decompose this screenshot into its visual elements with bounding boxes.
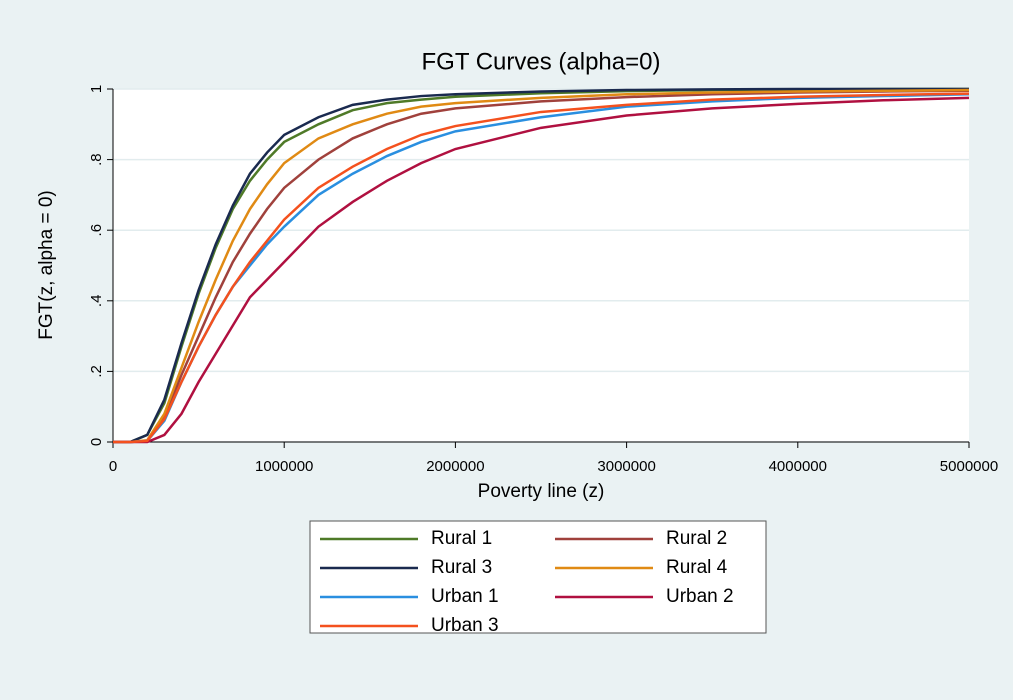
y-tick-label: 1 xyxy=(88,85,105,93)
series-line xyxy=(113,88,970,444)
legend-label: Urban 1 xyxy=(431,586,499,607)
series-line xyxy=(113,92,970,444)
legend-label: Rural 4 xyxy=(666,557,728,578)
plot-area xyxy=(113,89,969,442)
chart-title: FGT Curves (alpha=0) xyxy=(422,48,661,75)
y-tick-label: .4 xyxy=(88,295,105,308)
y-tick-label: .6 xyxy=(88,224,105,237)
series-line xyxy=(113,87,969,444)
series-line xyxy=(113,96,970,444)
legend-label: Rural 3 xyxy=(431,557,492,578)
legend-label: Urban 2 xyxy=(666,586,734,607)
x-tick-label: 5000000 xyxy=(940,458,998,475)
x-tick-label: 3000000 xyxy=(597,458,655,475)
legend-label: Urban 3 xyxy=(431,615,499,636)
x-tick-label: 1000000 xyxy=(255,458,313,475)
legend-label: Rural 2 xyxy=(666,528,727,549)
y-tick-label: 0 xyxy=(88,438,105,446)
x-tick-label: 2000000 xyxy=(426,458,484,475)
legend-label: Rural 1 xyxy=(431,528,492,549)
x-tick-label: 0 xyxy=(109,458,117,475)
x-tick-label: 4000000 xyxy=(769,458,827,475)
x-axis-title: Poverty line (z) xyxy=(478,481,605,502)
y-tick-label: .8 xyxy=(88,153,105,166)
y-axis-title: FGT(z, alpha = 0) xyxy=(36,190,57,339)
series-line xyxy=(113,89,970,444)
y-tick-label: .2 xyxy=(88,365,105,378)
